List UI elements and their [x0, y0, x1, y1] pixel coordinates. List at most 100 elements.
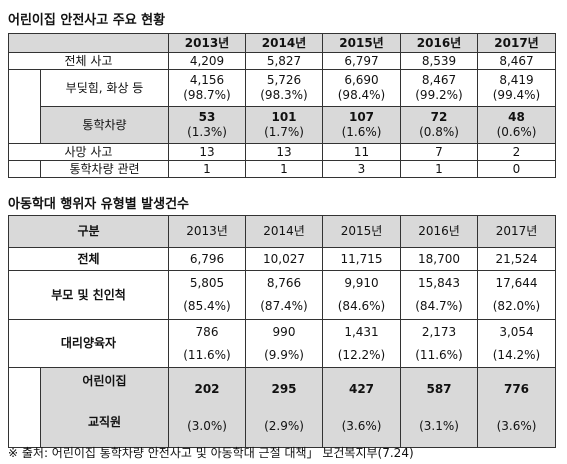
table-row: 통학차량 관련 1 1 3 1 0	[8, 160, 556, 178]
cell-share: (98.4%)	[337, 88, 386, 102]
table: 구분 2013년 2014년 2015년 2016년 2017년 전체 6,796 10,027…	[8, 215, 556, 448]
row-label: 전체 사고	[8, 52, 169, 70]
row-label: 사망 사고	[8, 143, 169, 161]
cell-value: 587	[426, 381, 452, 396]
cell-share: (84.6%)	[337, 299, 386, 313]
data-cell: 6,690 (98.4%)	[322, 69, 401, 107]
table-row: 전체 사고 4,209 5,827 6,797 8,539 8,467	[8, 52, 556, 70]
cell-value: 4,156	[189, 73, 225, 87]
data-cell: 0	[477, 160, 556, 178]
cell-share: (99.2%)	[415, 88, 463, 102]
cell-value: 990	[272, 324, 296, 339]
cell-share: (98.3%)	[260, 88, 308, 102]
cell-value: 1,431	[344, 324, 379, 339]
cell-share: (11.6%)	[183, 347, 231, 362]
year-header: 2016년	[400, 33, 478, 53]
row-label: 부모 및 친인척	[8, 270, 169, 320]
cell-value: 13	[199, 144, 215, 159]
data-cell: 13	[245, 143, 323, 161]
cell-value: 72	[430, 110, 448, 124]
year-header: 2013년	[168, 33, 246, 53]
cell-value: 427	[348, 381, 375, 396]
year-header: 2017년	[477, 215, 556, 248]
cell-value: 7	[435, 144, 443, 159]
cell-value: 0	[512, 161, 521, 176]
cell-value: 202	[194, 381, 220, 396]
row-label: 전체	[8, 247, 169, 271]
cell-share: (85.4%)	[183, 299, 231, 313]
data-cell: 4,156 (98.7%)	[168, 69, 246, 107]
data-cell: 17,644 (82.0%)	[477, 270, 556, 320]
cell-value: 11,715	[340, 251, 383, 266]
cell-value: 6,796	[189, 251, 225, 266]
cell-value: 5,726	[266, 73, 302, 87]
cell-value: 3	[357, 161, 366, 176]
cell-value: 107	[348, 110, 375, 124]
data-cell: 21,524	[477, 247, 556, 271]
cell-value: 786	[195, 324, 219, 339]
label-line: 교직원	[87, 415, 122, 429]
data-cell: 10,027	[245, 247, 323, 271]
table-row: 통학차량 53 (1.3%) 101 (1.7%) 107 (1.6%) 72 (0.8%) 48…	[9, 106, 556, 144]
data-cell: 7	[400, 143, 478, 161]
label-text: 전체 사고	[64, 53, 113, 68]
cell-share: (1.6%)	[341, 125, 382, 139]
data-cell: 202 (3.0%)	[168, 367, 246, 448]
data-cell: 1	[400, 160, 478, 178]
table-row: 사망 사고 13 13 11 7 2	[8, 143, 556, 161]
cell-value: 8,467	[421, 73, 457, 87]
cell-share: (1.3%)	[187, 125, 227, 139]
data-cell: 11,715	[322, 247, 401, 271]
cell-value: 5,805	[189, 276, 225, 290]
label-line: 어린이집	[82, 374, 127, 388]
indent-cell	[8, 69, 41, 144]
corner-cell	[8, 33, 169, 53]
data-cell: 4,209	[168, 52, 246, 70]
label-text: 대리양육자	[60, 336, 117, 350]
corner-cell: 구분	[8, 215, 169, 248]
cell-value: 48	[508, 110, 525, 124]
cell-value: 2	[512, 144, 521, 159]
label-text: 통학차량	[82, 117, 127, 132]
data-cell: 5,726 (98.3%)	[245, 69, 323, 107]
data-cell: 8,467 (99.2%)	[400, 69, 478, 107]
row-label: 통학차량	[40, 106, 169, 144]
table-row: 전체 6,796 10,027 11,715 18,700 21,524	[8, 247, 556, 271]
data-cell: 107 (1.6%)	[322, 106, 401, 144]
header-row: 2013년 2014년 2015년 2016년 2017년	[8, 33, 556, 53]
row-label: 부딪힘, 화상 등	[40, 69, 169, 107]
year-header: 2015년	[322, 215, 401, 248]
table-row: 부모 및 친인척 5,805 (85.4%) 8,766 (87.4%) 9,910 (84…	[8, 270, 556, 320]
cell-value: 3,054	[499, 324, 534, 339]
data-cell: 295 (2.9%)	[245, 367, 323, 448]
data-cell: 8,419 (99.4%)	[477, 69, 556, 107]
row-label: 대리양육자	[8, 319, 169, 368]
cell-share: (3.1%)	[419, 418, 459, 433]
cell-value: 8,766	[266, 276, 302, 290]
cell-share: (0.8%)	[419, 125, 459, 139]
cell-share: (9.9%)	[264, 347, 304, 362]
cell-share: (14.2%)	[492, 347, 541, 362]
cell-share: (3.6%)	[341, 418, 382, 433]
cell-value: 295	[271, 381, 297, 396]
cell-value: 13	[276, 144, 292, 159]
cell-share: (11.6%)	[415, 347, 463, 362]
data-cell: 990 (9.9%)	[245, 319, 323, 368]
data-cell: 776 (3.6%)	[477, 367, 556, 448]
data-cell: 13	[168, 143, 246, 161]
data-cell: 101 (1.7%)	[245, 106, 323, 144]
data-cell: 587 (3.1%)	[400, 367, 478, 448]
row-label: 통학차량 관련	[40, 160, 169, 178]
table-title: 아동학대 행위자 유형별 발생건수	[8, 197, 190, 212]
cell-value: 6,690	[344, 73, 379, 87]
data-cell: 1,431 (12.2%)	[322, 319, 401, 368]
cell-share: (1.7%)	[264, 125, 304, 139]
cell-value: 1	[203, 161, 211, 176]
data-cell: 18,700	[400, 247, 478, 271]
data-cell: 9,910 (84.6%)	[322, 270, 401, 320]
year-header: 2017년	[477, 33, 556, 53]
cell-value: 1	[435, 161, 443, 176]
cell-share: (0.6%)	[496, 125, 537, 139]
